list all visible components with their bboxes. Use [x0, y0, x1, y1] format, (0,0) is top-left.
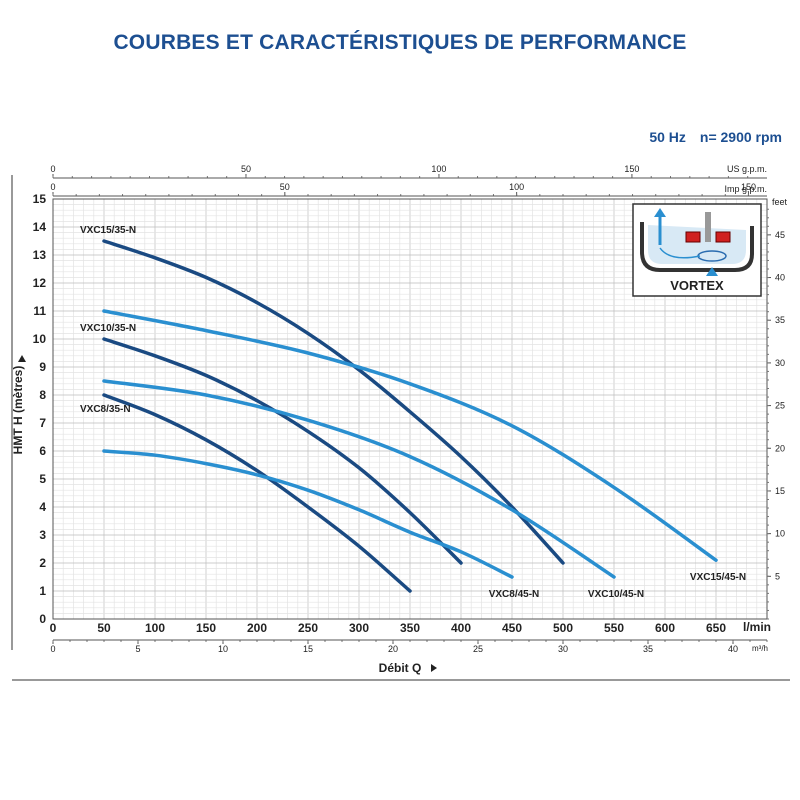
shaft-icon — [705, 212, 711, 242]
x-tick-label-m3h: 40 — [728, 644, 738, 654]
x-tick-label-usgpm: 150 — [624, 164, 639, 174]
x-tick-label-m3h: 35 — [643, 644, 653, 654]
y-tick-label-meters: 0 — [39, 612, 46, 626]
chart-series — [102, 239, 718, 593]
y-tick-label-meters: 10 — [33, 332, 47, 346]
flow-in-arrow-icon — [706, 267, 718, 276]
y-tick-label-feet: 45 — [775, 230, 785, 240]
x-unit-usgpm: US g.p.m. — [727, 164, 767, 174]
impeller-right-icon — [715, 231, 731, 243]
y-tick-label-meters: 6 — [39, 444, 46, 458]
x-tick-label-m3h: 20 — [388, 644, 398, 654]
series-label: VXC8/45-N — [489, 589, 540, 600]
y-tick-label-feet: 5 — [775, 571, 780, 581]
y-axis-title-group: HMT H (mètres) — [11, 355, 26, 454]
x-tick-label-usgpm: 0 — [50, 164, 55, 174]
series-labels: VXC15/35-N VXC10/35-N VXC8/35-N VXC15/45-N V… — [80, 225, 746, 600]
x-tick-label-m3h: 0 — [50, 644, 55, 654]
impeller-left-icon — [685, 231, 701, 243]
y-tick-label-meters: 3 — [39, 528, 46, 542]
y-tick-label-meters: 1 — [39, 584, 46, 598]
speed-label: n= 2900 rpm — [699, 129, 782, 145]
vortex-volute-icon — [640, 222, 754, 272]
y-tick-label-meters: 14 — [33, 220, 47, 234]
y-tick-label-meters: 7 — [39, 416, 46, 430]
y-tick-label-meters: 4 — [39, 500, 46, 514]
x-tick-label-lmin: 600 — [655, 621, 675, 635]
x-tick-label-lmin: 350 — [400, 621, 420, 635]
x-tick-label-lmin: 500 — [553, 621, 573, 635]
x-tick-label-lmin: 400 — [451, 621, 471, 635]
y-tick-label-meters: 15 — [33, 192, 47, 206]
frequency-label: 50 Hz — [649, 129, 686, 145]
series-line-vxc10-45-n — [102, 379, 616, 579]
y-tick-label-meters: 9 — [39, 360, 46, 374]
x-axis-title: Débit Q — [379, 661, 422, 675]
flow-up-arrow-icon — [654, 208, 666, 217]
y-unit-feet: feet — [772, 197, 788, 207]
x-tick-label-lmin: 50 — [97, 621, 111, 635]
x-tick-label-lmin: 100 — [145, 621, 165, 635]
y-tick-label-feet: 30 — [775, 358, 785, 368]
series-label: VXC10/35-N — [80, 323, 136, 334]
y-tick-label-meters: 12 — [33, 276, 47, 290]
vortex-inset: VORTEX — [632, 203, 762, 297]
y-axis-arrow-icon — [18, 355, 26, 362]
series-label: VXC8/35-N — [80, 404, 131, 415]
series-line-vxc10-35-n — [102, 337, 463, 565]
speed-info: 50 Hz n= 2900 rpm — [635, 129, 782, 145]
x-tick-label-impgpm: 50 — [280, 182, 290, 192]
x-tick-label-lmin: 0 — [50, 621, 57, 635]
x-tick-label-usgpm: 100 — [431, 164, 446, 174]
x-tick-label-m3h: 10 — [218, 644, 228, 654]
y-tick-label-feet: 20 — [775, 443, 785, 453]
y-tick-label-feet: 25 — [775, 401, 785, 411]
y-tick-label-feet: 10 — [775, 529, 785, 539]
x-unit-lmin: l/min — [743, 620, 771, 634]
x-tick-label-impgpm: 0 — [50, 182, 55, 192]
y-tick-label-feet: 40 — [775, 273, 785, 283]
x-tick-label-m3h: 30 — [558, 644, 568, 654]
y-tick-label-meters: 13 — [33, 248, 47, 262]
x-tick-label-lmin: 450 — [502, 621, 522, 635]
series-line-vxc15-45-n — [102, 309, 718, 562]
series-line-vxc8-45-n — [102, 449, 514, 579]
series-label: VXC10/45-N — [588, 589, 644, 600]
x-tick-label-lmin: 300 — [349, 621, 369, 635]
x-axis-arrow-icon — [431, 664, 437, 672]
x-tick-label-m3h: 15 — [303, 644, 313, 654]
vortex-label: VORTEX — [670, 278, 724, 293]
y-tick-label-feet: 15 — [775, 486, 785, 496]
x-tick-label-lmin: 550 — [604, 621, 624, 635]
x-tick-label-usgpm: 50 — [241, 164, 251, 174]
y-axis-title: HMT H (mètres) — [11, 366, 25, 455]
x-tick-label-m3h: 5 — [135, 644, 140, 654]
y-tick-label-meters: 11 — [33, 304, 46, 318]
y-tick-label-meters: 5 — [39, 472, 46, 486]
y-tick-label-meters: 2 — [39, 556, 46, 570]
x-tick-label-lmin: 150 — [196, 621, 216, 635]
x-unit-impgpm: Imp g.p.m. — [724, 184, 767, 194]
series-label: VXC15/35-N — [80, 225, 136, 236]
x-tick-label-lmin: 650 — [706, 621, 726, 635]
series-line-vxc15-35-n — [102, 239, 565, 565]
series-line-vxc8-35-n — [102, 393, 412, 593]
x-unit-m3h: m³/h — [752, 644, 768, 653]
x-tick-label-m3h: 25 — [473, 644, 483, 654]
series-label: VXC15/45-N — [690, 572, 746, 583]
x-tick-label-lmin: 200 — [247, 621, 267, 635]
y-tick-label-meters: 8 — [39, 388, 46, 402]
plot-frame — [52, 198, 768, 620]
page-title: COURBES ET CARACTÉRISTIQUES DE PERFORMAN… — [113, 31, 687, 54]
x-tick-label-impgpm: 100 — [509, 182, 524, 192]
y-tick-label-feet: 35 — [775, 315, 785, 325]
x-tick-label-impgpm: 150 — [741, 182, 756, 192]
x-tick-label-lmin: 250 — [298, 621, 318, 635]
